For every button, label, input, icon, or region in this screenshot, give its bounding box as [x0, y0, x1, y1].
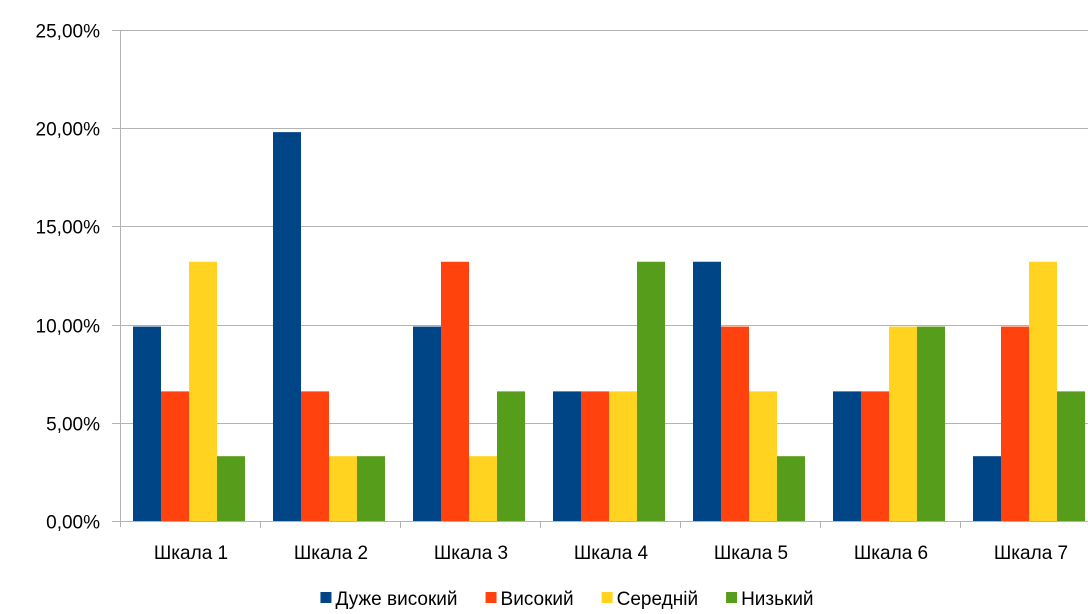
x-tick-label: Шкала 1 [154, 543, 228, 564]
bar [609, 391, 637, 521]
y-tick-label: 20,00% [36, 120, 101, 141]
x-axis-tick-labels: Шкала 1 Шкала 2 Шкала 3 Шкала 4 Шкала 5 Шкала… [154, 543, 1068, 564]
legend-label: Середній [617, 589, 698, 610]
y-tick-label: 5,00% [46, 415, 100, 436]
bar [189, 261, 217, 521]
bar [161, 391, 189, 521]
legend-label: Високий [501, 589, 574, 610]
x-tick-label: Шкала 3 [434, 543, 508, 564]
bar [889, 326, 917, 521]
bar [1029, 261, 1057, 521]
y-tick-label: 0,00% [46, 513, 100, 534]
bar [637, 261, 665, 521]
legend-swatch [726, 592, 738, 603]
x-tick-label: Шкала 2 [294, 543, 368, 564]
bar [749, 391, 777, 521]
legend-swatch [601, 592, 613, 603]
bar [497, 391, 525, 521]
bar [693, 261, 721, 521]
bar [917, 326, 945, 521]
x-tick-label: Шкала 4 [574, 543, 649, 564]
legend-label: Дуже високий [335, 589, 457, 610]
legend: Дуже високий Високий Середній Низький [320, 589, 814, 610]
bar [329, 456, 357, 521]
bar [301, 391, 329, 521]
bar [413, 326, 441, 521]
x-tick-label: Шкала 7 [994, 543, 1068, 564]
bars [133, 132, 1085, 522]
bar [553, 391, 581, 521]
bar [973, 456, 1001, 521]
bar [469, 456, 497, 521]
legend-swatch [320, 592, 332, 603]
x-tick-label: Шкала 6 [854, 543, 928, 564]
bar [273, 132, 301, 522]
bar [1057, 391, 1085, 521]
bar [441, 261, 469, 521]
bar [833, 391, 861, 521]
y-tick-label: 25,00% [36, 22, 101, 43]
bar [861, 391, 889, 521]
x-tick-label: Шкала 5 [714, 543, 788, 564]
y-axis-tick-labels: 0,00% 5,00% 10,00% 15,00% 20,00% 25,00% [36, 22, 101, 534]
bar [581, 391, 609, 521]
y-tick-label: 15,00% [36, 218, 101, 239]
legend-swatch [485, 592, 497, 603]
bar [721, 326, 749, 521]
axes [112, 30, 1088, 528]
y-tick-label: 10,00% [36, 317, 101, 338]
bar [133, 326, 161, 521]
legend-label: Низький [741, 589, 813, 610]
bar [1001, 326, 1029, 521]
bar [217, 456, 245, 521]
bar [357, 456, 385, 521]
bar [777, 456, 805, 521]
